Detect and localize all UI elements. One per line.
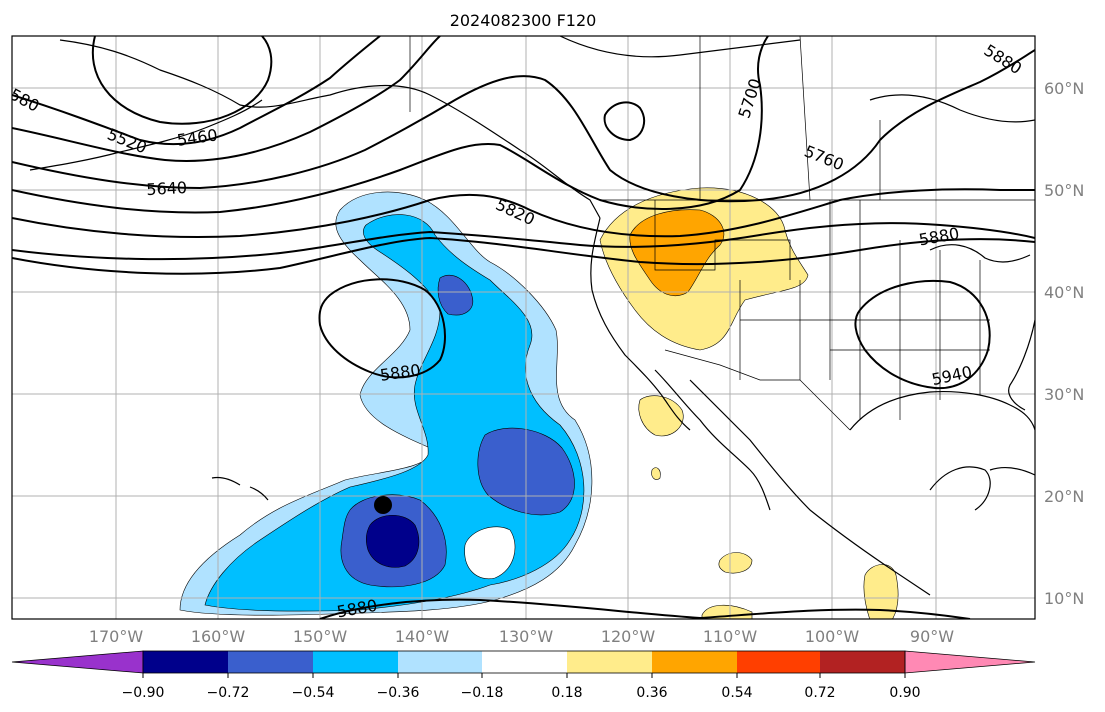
- coastline-west-us: [590, 217, 691, 431]
- shade-deep-sky-blue: [204, 214, 585, 612]
- coastline-gulf: [849, 391, 1035, 431]
- coastline-hudson: [869, 94, 1035, 123]
- lon-label: 150°W: [293, 627, 348, 646]
- colorbar-segment: [398, 651, 482, 673]
- lon-label: 130°W: [499, 627, 554, 646]
- colorbar-tick-label: 0.54: [721, 685, 752, 701]
- lat-label: 50°N: [1044, 181, 1084, 200]
- contour-5940-closed: [854, 279, 991, 390]
- coastline-arctic: [559, 36, 801, 58]
- colorbar-left-arrow: [11, 650, 144, 674]
- contour-5460-low: [91, 36, 273, 125]
- colorbar-segment: [652, 651, 737, 673]
- colorbar-tick-label: −0.72: [207, 685, 250, 701]
- colorbar-tick-label: 0.90: [889, 685, 920, 701]
- contour-label: 5880: [335, 596, 378, 622]
- coastline-east-us: [1008, 319, 1035, 411]
- contour-5760: [12, 188, 1035, 239]
- lat-label: 30°N: [1044, 385, 1084, 404]
- shade-yellow-mexico: [718, 552, 753, 574]
- colorbar-tick-label: −0.18: [461, 685, 504, 701]
- lon-label: 110°W: [703, 627, 758, 646]
- coastline-great-lakes: [929, 244, 1031, 263]
- colorbar-segment: [313, 651, 398, 673]
- colorbar-segment: [143, 651, 228, 673]
- colorbar-ticks: [142, 673, 906, 678]
- contour-label: 5820: [493, 195, 538, 229]
- lon-label: 160°W: [191, 627, 246, 646]
- colorbar-segment: [482, 651, 567, 673]
- contour-5580: [12, 36, 441, 162]
- border-states-1: [654, 200, 791, 280]
- contour-5640: [12, 49, 1035, 203]
- contour-5520: [12, 36, 381, 146]
- coastline-cuba: [989, 466, 1035, 476]
- lat-label: 20°N: [1044, 487, 1084, 506]
- lat-label: 10°N: [1044, 589, 1084, 608]
- longitude-labels: 170°W 160°W 150°W 140°W 130°W 120°W 110°…: [89, 627, 954, 646]
- contour-label: 5640: [146, 178, 188, 199]
- coastlines: [29, 36, 1035, 596]
- contour-label: 5460: [176, 125, 219, 149]
- colorbar: −0.90 −0.72 −0.54 −0.36 −0.18 0.18 0.36 …: [11, 650, 1036, 701]
- lon-label: 90°W: [910, 627, 954, 646]
- anomaly-shading: [179, 187, 899, 619]
- lon-label: 100°W: [805, 627, 860, 646]
- contour-5700: [12, 36, 769, 214]
- border-states-4: [740, 319, 990, 351]
- gridlines: [12, 36, 1035, 619]
- colorbar-right-arrow: [904, 650, 1036, 674]
- lat-label: 60°N: [1044, 79, 1084, 98]
- border-canada-provinces: [699, 36, 881, 201]
- colorbar-tick-label: −0.90: [122, 685, 165, 701]
- shade-orange: [629, 209, 725, 296]
- contour-label: 5880: [917, 224, 960, 250]
- colorbar-outline: [142, 650, 906, 674]
- coastline-alaska: [59, 39, 601, 219]
- lat-label: 40°N: [1044, 283, 1084, 302]
- coastline-aleutians: [29, 99, 263, 171]
- lon-label: 140°W: [395, 627, 450, 646]
- colorbar-segment: [228, 651, 313, 673]
- shade-yellow-small: [651, 467, 661, 480]
- map-title: 2024082300 F120: [450, 11, 597, 30]
- colorbar-segment: [737, 651, 820, 673]
- contour-label: 5520: [105, 124, 150, 157]
- coastline-mexico: [689, 379, 931, 596]
- colorbar-segment: [567, 651, 652, 673]
- map-frame: [11, 35, 1036, 620]
- latitude-labels: 60°N 50°N 40°N 30°N 20°N 10°N: [1044, 79, 1084, 608]
- colorbar-tick-label: 0.18: [551, 685, 582, 701]
- contour-5820: [12, 222, 1035, 261]
- coastline-yucatan: [929, 466, 991, 511]
- storm-center-marker: [374, 496, 392, 514]
- contour-5880-south: [319, 598, 971, 619]
- lon-label: 170°W: [89, 627, 144, 646]
- contour-5880-closed: [318, 278, 446, 379]
- shade-white-gap: [464, 526, 516, 580]
- coastline-hawaii: [211, 476, 269, 501]
- shade-navy: [365, 514, 420, 568]
- height-contours: [12, 36, 1035, 619]
- border-us-mexico: [664, 349, 851, 431]
- colorbar-tick-label: 0.36: [636, 685, 667, 701]
- colorbar-segment: [820, 651, 905, 673]
- contour-5820-alaska: [603, 101, 646, 142]
- colorbar-tick-label: 0.72: [804, 685, 835, 701]
- contour-5880-north: [12, 236, 1035, 275]
- shade-royal-blue-1: [437, 274, 474, 316]
- colorbar-tick-label: −0.54: [292, 685, 335, 701]
- colorbar-tick-label: −0.36: [377, 685, 420, 701]
- coastline-baja: [654, 369, 771, 511]
- shade-yellow-baja: [638, 395, 684, 437]
- contour-label: 5940: [930, 362, 974, 389]
- lon-label: 120°W: [601, 627, 656, 646]
- contour-label: 5880: [981, 40, 1026, 78]
